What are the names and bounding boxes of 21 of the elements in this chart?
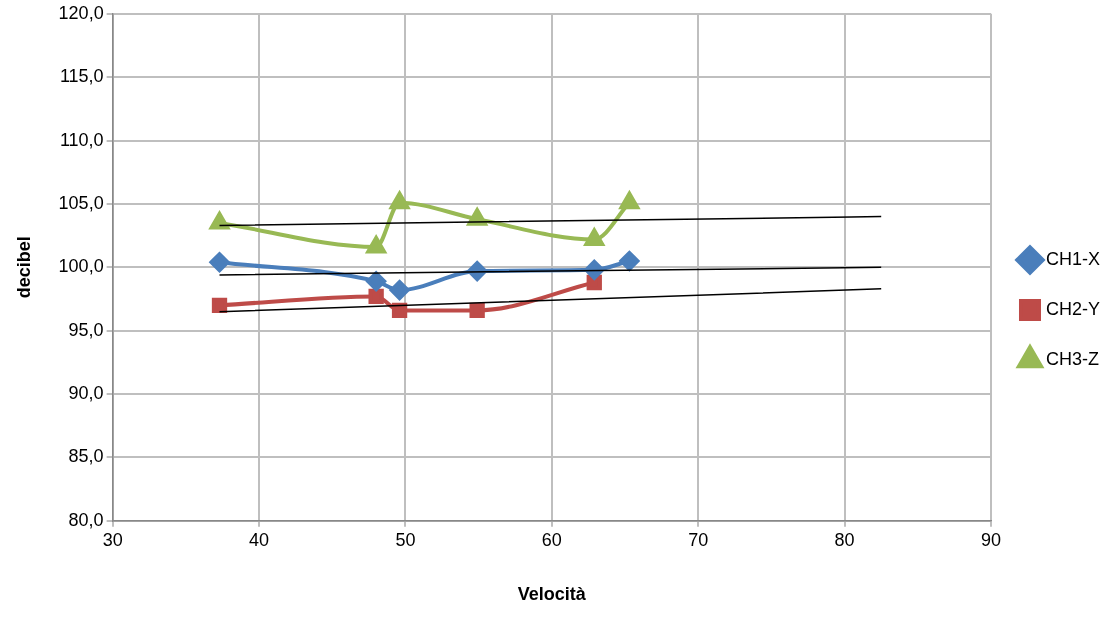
y-tick-label: 90,0 bbox=[68, 383, 104, 404]
y-tick-label: 110,0 bbox=[59, 129, 104, 150]
x-tick-label: 80 bbox=[834, 529, 855, 550]
y-tick-label: 95,0 bbox=[68, 319, 104, 340]
x-tick-label: 50 bbox=[395, 529, 416, 550]
x-tick-label: 40 bbox=[249, 529, 270, 550]
legend-label: CH3-Z bbox=[1045, 348, 1099, 369]
legend-label: CH1-X bbox=[1045, 248, 1101, 269]
x-tick-label: 90 bbox=[980, 529, 1002, 550]
y-tick-label: 115,0 bbox=[59, 66, 104, 87]
legend-label: CH2-Y bbox=[1045, 298, 1101, 319]
y-tick-label: 120,0 bbox=[58, 2, 104, 23]
x-tick-label: 60 bbox=[541, 529, 562, 550]
x-tick-label: 30 bbox=[102, 529, 123, 550]
x-tick-label: 70 bbox=[688, 529, 709, 550]
y-tick-label: 100,0 bbox=[58, 256, 104, 277]
y-axis-title: decibel bbox=[13, 236, 34, 299]
y-tick-label: 105,0 bbox=[58, 192, 104, 213]
y-tick-label: 80,0 bbox=[68, 509, 104, 530]
x-axis-title: Velocità bbox=[517, 584, 587, 605]
y-tick-label: 85,0 bbox=[68, 446, 104, 467]
